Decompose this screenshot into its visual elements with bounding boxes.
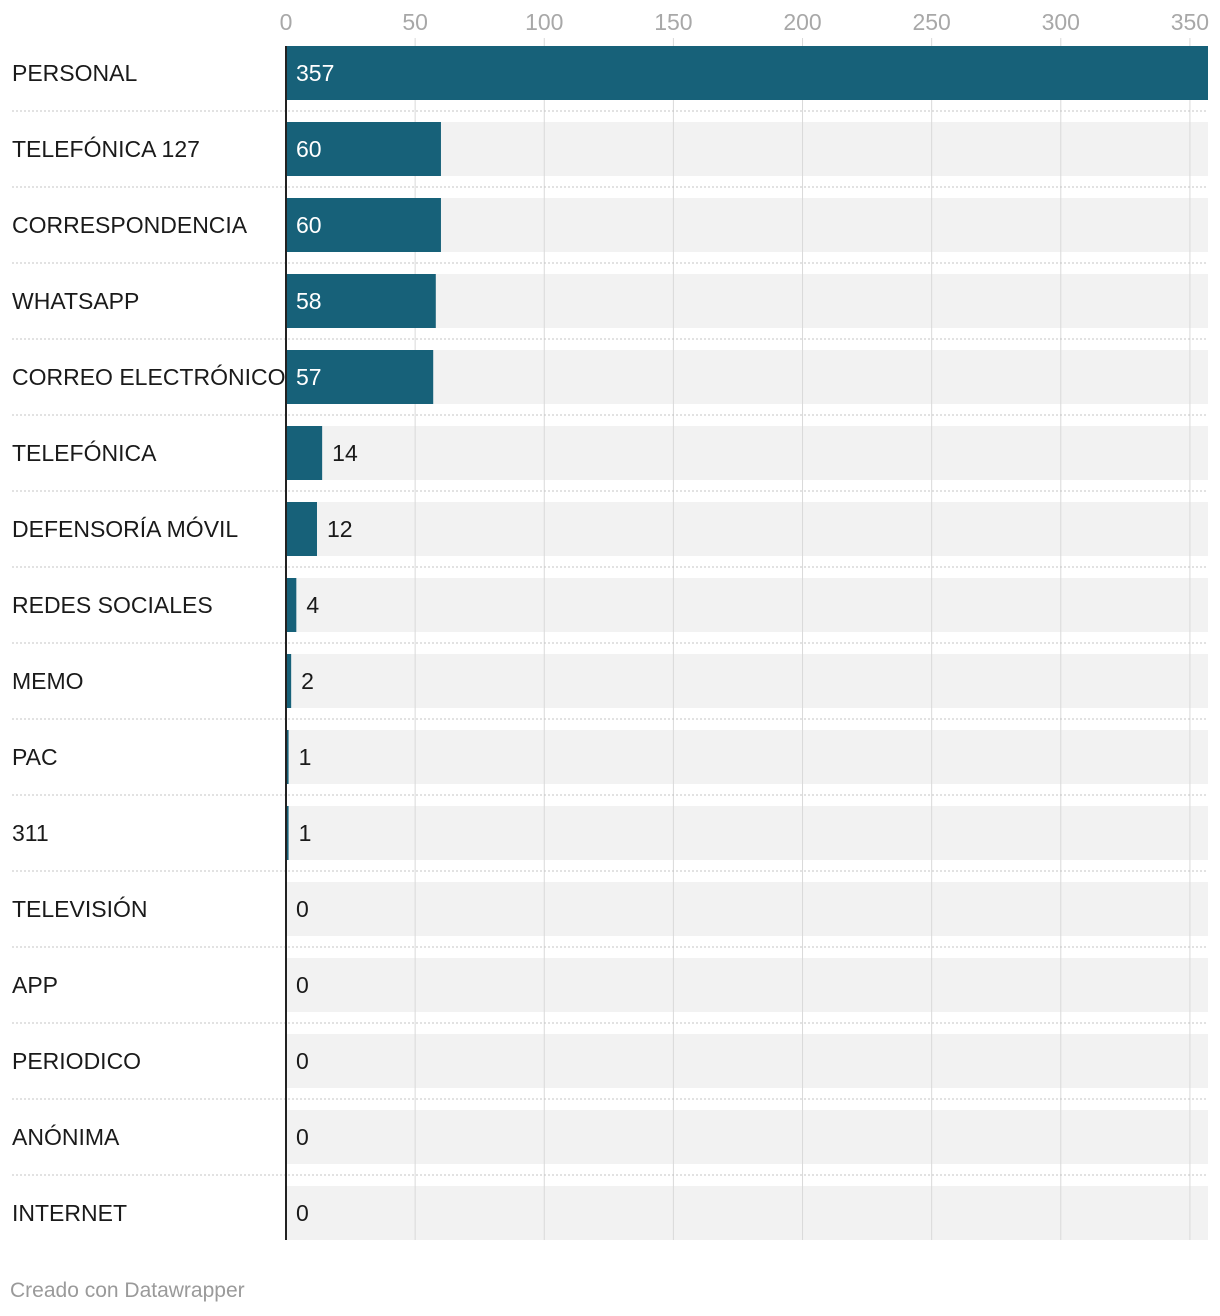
value-label: 357 xyxy=(296,60,334,86)
background-bar xyxy=(286,350,1208,404)
x-axis-ticks: 0 50 100 150 200 250 300 350 xyxy=(280,9,1210,35)
x-tick-label: 350 xyxy=(1171,9,1209,35)
background-bar xyxy=(286,578,1208,632)
value-label: 57 xyxy=(296,364,322,390)
value-label: 14 xyxy=(332,440,358,466)
x-tick-label: 150 xyxy=(654,9,692,35)
background-bar xyxy=(286,1186,1208,1240)
category-label: DEFENSORÍA MÓVIL xyxy=(12,516,238,542)
credit-text: Creado con Datawrapper xyxy=(10,1279,245,1302)
background-bar xyxy=(286,1110,1208,1164)
background-bar xyxy=(286,654,1208,708)
category-label: PAC xyxy=(12,744,58,770)
category-label: 311 xyxy=(12,820,49,846)
category-label: WHATSAPP xyxy=(12,288,139,314)
category-label: TELEFÓNICA 127 xyxy=(12,136,200,162)
value-label: 12 xyxy=(327,516,353,542)
category-labels: PERSONAL TELEFÓNICA 127 CORRESPONDENCIA WHA… xyxy=(12,60,285,1226)
value-label: 58 xyxy=(296,288,322,314)
category-label: TELEVISIÓN xyxy=(12,896,147,922)
background-bar xyxy=(286,730,1208,784)
category-label: CORREO ELECTRÓNICO xyxy=(12,364,285,390)
category-label: PERSONAL xyxy=(12,60,137,86)
background-bar xyxy=(286,806,1208,860)
bar xyxy=(286,198,441,252)
bars xyxy=(286,46,1208,860)
background-bar xyxy=(286,882,1208,936)
category-label: APP xyxy=(12,972,58,998)
value-label: 4 xyxy=(306,592,319,618)
value-label: 60 xyxy=(296,212,322,238)
category-label: CORRESPONDENCIA xyxy=(12,212,248,238)
category-label: REDES SOCIALES xyxy=(12,592,213,618)
bar xyxy=(286,274,436,328)
value-label: 0 xyxy=(296,896,309,922)
x-tick-label: 100 xyxy=(525,9,563,35)
category-label: ANÓNIMA xyxy=(12,1124,120,1150)
bar xyxy=(286,806,289,860)
bar xyxy=(286,350,434,404)
value-labels: 357 60 60 58 57 14 12 4 2 1 1 0 0 0 0 0 xyxy=(296,60,358,1226)
value-label: 0 xyxy=(296,1200,309,1226)
bar xyxy=(286,502,317,556)
x-tick-label: 200 xyxy=(783,9,821,35)
background-bar xyxy=(286,502,1208,556)
bar xyxy=(286,654,292,708)
category-label: PERIODICO xyxy=(12,1048,141,1074)
bar xyxy=(286,46,1208,100)
value-label: 60 xyxy=(296,136,322,162)
value-label: 0 xyxy=(296,1124,309,1150)
bar xyxy=(286,426,323,480)
value-label: 0 xyxy=(296,972,309,998)
category-label: MEMO xyxy=(12,668,84,694)
x-tick-label: 50 xyxy=(402,9,428,35)
background-bars xyxy=(286,46,1208,1240)
x-tick-label: 0 xyxy=(280,9,293,35)
bar xyxy=(286,730,289,784)
background-bar xyxy=(286,426,1208,480)
bar-chart: 0 50 100 150 200 250 300 350 PERSONALTELEFÓNICA… xyxy=(12,9,1210,1240)
category-label: INTERNET xyxy=(12,1200,127,1226)
row-separators xyxy=(12,110,1208,1176)
background-bar xyxy=(286,1034,1208,1088)
value-label: 2 xyxy=(301,668,314,694)
value-label: 1 xyxy=(299,820,312,846)
bar xyxy=(286,578,297,632)
background-bar xyxy=(286,274,1208,328)
value-label: 0 xyxy=(296,1048,309,1074)
background-bar xyxy=(286,958,1208,1012)
value-label: 1 xyxy=(299,744,312,770)
bar xyxy=(286,122,441,176)
x-tick-label: 300 xyxy=(1042,9,1080,35)
category-label: TELEFÓNICA xyxy=(12,440,157,466)
x-tick-label: 250 xyxy=(912,9,950,35)
